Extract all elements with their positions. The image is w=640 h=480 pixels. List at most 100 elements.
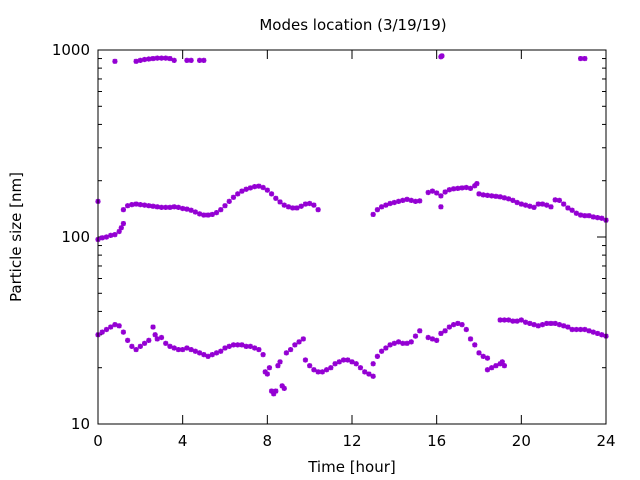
data-point (438, 330, 444, 337)
data-point (480, 192, 486, 198)
data-point (459, 322, 465, 328)
x-tick-label: 20 (512, 432, 531, 450)
data-point (226, 343, 232, 349)
data-point (425, 334, 431, 341)
data-point (438, 193, 444, 199)
data-point (120, 329, 126, 335)
data-point (573, 210, 579, 216)
data-point (205, 212, 211, 218)
data-point (383, 345, 389, 351)
data-point (290, 205, 296, 211)
data-point (451, 186, 457, 192)
data-point (501, 317, 507, 323)
data-point (197, 211, 203, 217)
data-point (158, 334, 165, 341)
data-point (150, 55, 156, 62)
data-point (209, 352, 215, 358)
data-point (201, 212, 207, 218)
data-point (150, 203, 156, 209)
data-point (268, 388, 275, 394)
data-point (218, 207, 224, 213)
data-point (167, 55, 173, 62)
data-point (370, 211, 376, 218)
data-point (522, 319, 529, 325)
data-point (120, 207, 126, 213)
data-point (417, 198, 423, 204)
data-point (518, 317, 524, 323)
data-point (197, 57, 203, 63)
data-point (569, 326, 575, 333)
data-point (252, 184, 258, 190)
data-point (118, 225, 124, 231)
x-axis-label: Time [hour] (307, 458, 396, 476)
data-point (222, 345, 228, 351)
data-point (459, 185, 465, 191)
data-point (315, 369, 321, 375)
data-point (489, 365, 495, 371)
data-point (395, 339, 402, 345)
data-point (247, 343, 253, 349)
data-point (599, 332, 605, 338)
data-point (192, 209, 198, 215)
data-point (582, 326, 588, 333)
data-point (103, 326, 110, 333)
data-point (141, 202, 148, 208)
data-point (235, 191, 241, 197)
data-point (180, 346, 186, 353)
data-point (429, 188, 436, 194)
data-point (154, 336, 160, 342)
data-point (590, 214, 596, 220)
data-point (218, 348, 224, 354)
data-point (497, 317, 503, 323)
data-point (578, 55, 584, 62)
data-point (201, 352, 207, 358)
data-point (552, 197, 558, 203)
data-point (463, 326, 469, 333)
data-point (391, 340, 397, 346)
data-point (472, 183, 478, 189)
x-tick-label: 16 (427, 432, 446, 450)
data-point (556, 197, 563, 203)
data-point (279, 383, 285, 389)
data-point (467, 185, 474, 191)
data-point (307, 200, 313, 207)
data-point (281, 202, 287, 208)
data-point (137, 57, 143, 63)
data-point (112, 231, 118, 238)
data-point (383, 202, 389, 208)
data-point (514, 199, 520, 206)
data-point (527, 203, 533, 209)
data-point (209, 211, 215, 218)
data-point (395, 198, 402, 205)
data-point (484, 355, 491, 361)
data-point (391, 199, 397, 206)
data-point (146, 337, 152, 343)
data-point (370, 373, 376, 379)
data-point (167, 343, 173, 349)
data-point (226, 198, 232, 205)
data-point (129, 343, 135, 349)
data-point (175, 346, 182, 353)
data-point (152, 332, 158, 338)
data-point (184, 57, 190, 63)
data-point (230, 194, 237, 200)
data-point (184, 345, 190, 351)
data-point (273, 388, 279, 394)
data-point (137, 343, 143, 349)
data-point (137, 202, 143, 208)
data-point (243, 343, 249, 349)
x-tick-label: 4 (178, 432, 188, 450)
data-points (95, 53, 609, 397)
data-point (506, 317, 512, 323)
data-point (273, 195, 279, 201)
data-point (247, 185, 253, 191)
data-point (271, 391, 277, 397)
data-point (535, 201, 541, 207)
data-point (268, 191, 275, 197)
data-point (319, 369, 325, 375)
data-point (501, 363, 507, 369)
data-point (264, 371, 270, 377)
data-point (514, 318, 520, 324)
data-point (472, 342, 478, 348)
